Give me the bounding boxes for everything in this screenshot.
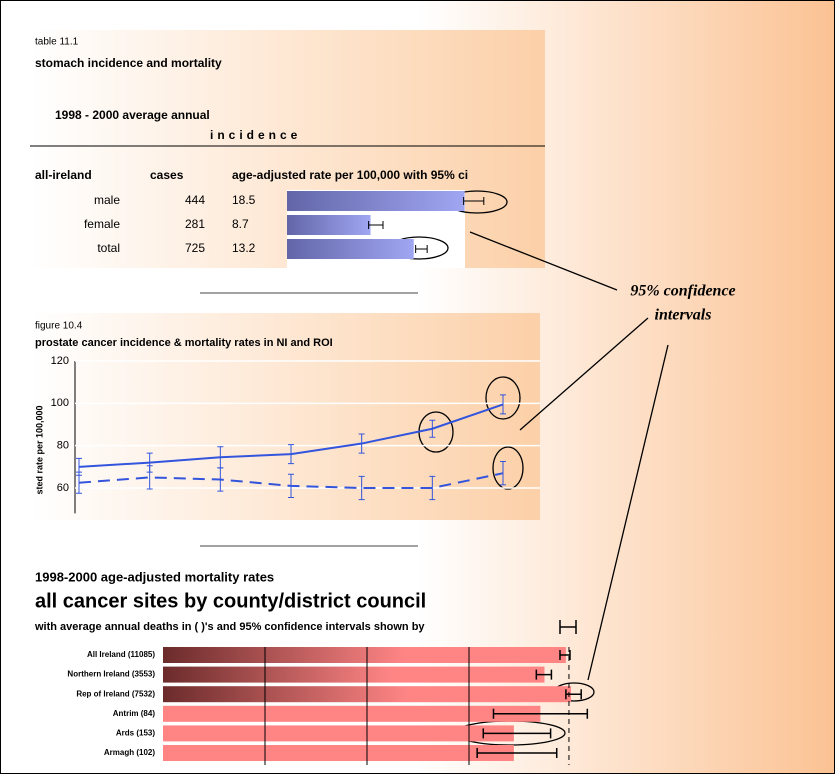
cases: 281 bbox=[185, 217, 205, 231]
error-bar bbox=[559, 650, 571, 660]
rate: 8.7 bbox=[232, 217, 249, 231]
column-header: cases bbox=[150, 168, 184, 182]
bar bbox=[163, 705, 541, 722]
error-bar bbox=[358, 433, 365, 454]
row-label: male bbox=[94, 193, 120, 207]
error-bar bbox=[492, 708, 589, 719]
row-label: Rep of Ireland (7532) bbox=[76, 689, 155, 698]
error-bar bbox=[535, 669, 553, 680]
figure-label: figure 10.4 bbox=[35, 321, 83, 332]
y-tick-label: 120 bbox=[51, 355, 69, 367]
cases: 725 bbox=[185, 241, 205, 255]
table-label: table 11.1 bbox=[35, 37, 79, 48]
error-bar bbox=[217, 467, 224, 492]
annotation: 95% confidence bbox=[630, 283, 735, 300]
bar bbox=[163, 745, 514, 761]
row-label: Ards (153) bbox=[116, 729, 155, 738]
rate: 18.5 bbox=[232, 193, 256, 207]
error-bar bbox=[368, 221, 384, 229]
error-bar bbox=[463, 197, 485, 205]
section-period: 1998-2000 age-adjusted mortality rates bbox=[35, 569, 274, 584]
error-bar bbox=[288, 473, 294, 499]
error-bar bbox=[146, 465, 153, 490]
y-axis-label: sted rate per 100,000 bbox=[34, 405, 44, 494]
error-bar bbox=[76, 471, 82, 494]
section-title: all cancer sites by county/district coun… bbox=[35, 590, 426, 612]
column-header: all-ireland bbox=[35, 168, 92, 182]
column-header: age-adjusted rate per 100,000 with 95% c… bbox=[232, 168, 468, 182]
figure-title: prostate cancer incidence & mortality ra… bbox=[35, 337, 333, 349]
error-bar bbox=[415, 245, 428, 253]
ci-symbol bbox=[559, 620, 577, 634]
section-subtitle: with average annual deaths in ( )'s and … bbox=[34, 621, 425, 633]
row-label: Antrim (84) bbox=[113, 709, 156, 718]
row-label: Northern Ireland (3553) bbox=[67, 670, 155, 679]
row-label: All Ireland (11085) bbox=[87, 650, 155, 659]
row-label: Armagh (102) bbox=[104, 748, 155, 757]
rate: 13.2 bbox=[232, 241, 256, 255]
error-bar bbox=[500, 461, 506, 486]
row-label: total bbox=[97, 241, 120, 255]
error-bar bbox=[358, 475, 365, 501]
annotation: intervals bbox=[655, 307, 712, 324]
error-bar bbox=[288, 444, 294, 465]
bar bbox=[163, 647, 566, 663]
y-tick-label: 100 bbox=[51, 397, 69, 409]
row-label: female bbox=[84, 217, 120, 231]
table-title: stomach incidence and mortality bbox=[35, 56, 222, 70]
cases: 444 bbox=[185, 193, 205, 207]
bar bbox=[163, 666, 545, 683]
subtitle: incidence bbox=[210, 128, 301, 142]
error-bar bbox=[429, 475, 436, 501]
bar bbox=[287, 215, 371, 235]
error-bar bbox=[429, 419, 436, 438]
error-bar bbox=[482, 728, 552, 739]
error-bar bbox=[500, 394, 506, 415]
bar bbox=[287, 239, 414, 259]
bar bbox=[287, 191, 465, 211]
panel bbox=[30, 313, 540, 520]
y-tick-label: 60 bbox=[57, 482, 69, 494]
error-bar bbox=[565, 689, 582, 700]
y-tick-label: 80 bbox=[57, 440, 69, 452]
period: 1998 - 2000 average annual bbox=[55, 108, 210, 122]
error-bar bbox=[476, 748, 558, 758]
bar bbox=[163, 725, 514, 742]
